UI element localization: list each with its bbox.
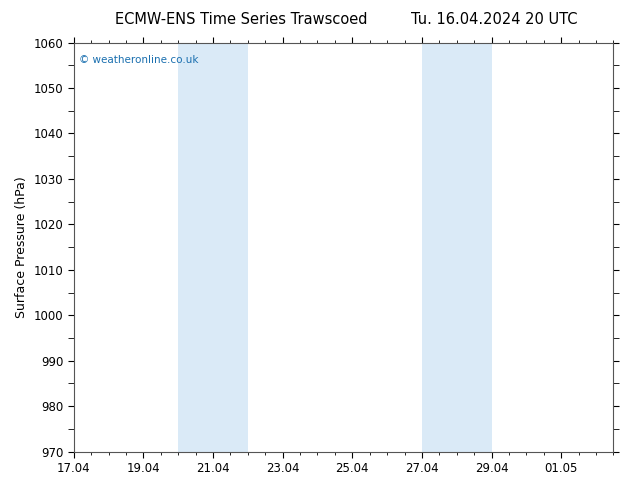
Bar <box>456 43 491 452</box>
Text: © weatheronline.co.uk: © weatheronline.co.uk <box>79 55 198 65</box>
Text: Tu. 16.04.2024 20 UTC: Tu. 16.04.2024 20 UTC <box>411 12 578 27</box>
Bar <box>178 43 213 452</box>
Bar <box>213 43 248 452</box>
Y-axis label: Surface Pressure (hPa): Surface Pressure (hPa) <box>15 176 28 318</box>
Bar <box>422 43 456 452</box>
Text: ECMW-ENS Time Series Trawscoed: ECMW-ENS Time Series Trawscoed <box>115 12 367 27</box>
